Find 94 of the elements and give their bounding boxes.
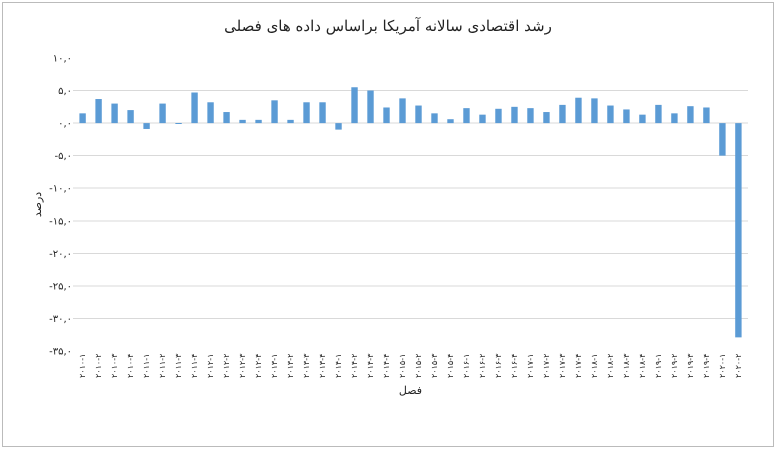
x-tick-label: ۲۰۱۷-۲ bbox=[542, 354, 552, 378]
y-tick-label: -۳۰,۰ bbox=[49, 314, 72, 325]
x-tick-label: ۲۰۱۲-۳ bbox=[238, 352, 248, 378]
x-tick-label: ۲۰۱۲-۱ bbox=[206, 354, 216, 378]
bar bbox=[399, 98, 406, 124]
x-tick-label: ۲۰۱۳-۴ bbox=[318, 354, 328, 378]
bar bbox=[687, 106, 694, 124]
bar bbox=[559, 104, 566, 124]
bar bbox=[607, 106, 614, 124]
x-tick-label: ۲۰۱۲-۴ bbox=[254, 354, 264, 378]
x-tick-label: ۲۰۱۶-۳ bbox=[494, 352, 504, 378]
bar bbox=[319, 102, 326, 124]
x-tick-label: ۲۰۱۴-۳ bbox=[366, 352, 376, 378]
x-tick-label: ۲۰۱۰-۱ bbox=[78, 354, 88, 378]
bar bbox=[623, 109, 630, 124]
bar bbox=[303, 102, 310, 124]
bar bbox=[703, 107, 710, 124]
x-axis-title: فصل bbox=[398, 384, 422, 397]
bar bbox=[639, 114, 646, 124]
bar bbox=[671, 113, 678, 124]
bar bbox=[335, 123, 342, 130]
bar bbox=[463, 108, 470, 124]
bar bbox=[383, 107, 390, 124]
x-tick-label: ۲۰۱۶-۲ bbox=[478, 354, 488, 378]
x-tick-label: ۲۰۱۵-۴ bbox=[446, 354, 456, 378]
x-tick-label: ۲۰۱۴-۲ bbox=[350, 354, 360, 378]
bar bbox=[271, 100, 278, 124]
bar bbox=[447, 119, 454, 124]
x-tick-label: ۲۰۱۰-۳ bbox=[110, 352, 120, 378]
x-tick-label: ۲۰۱۴-۴ bbox=[382, 354, 392, 378]
x-tick-label: ۲۰۱۳-۳ bbox=[302, 352, 312, 378]
bar bbox=[575, 98, 582, 124]
x-tick-label: ۲۰۱۵-۲ bbox=[414, 354, 424, 378]
x-tick-label: ۲۰۱۵-۳ bbox=[430, 352, 440, 378]
x-tick-label: ۲۰۱۶-۱ bbox=[462, 354, 472, 378]
x-tick-label: ۲۰۲۰-۲ bbox=[734, 354, 743, 378]
bar bbox=[223, 112, 230, 124]
bar bbox=[415, 106, 422, 124]
x-tick-label: ۲۰۱۹-۱ bbox=[654, 354, 664, 378]
y-tick-label: -۳۵,۰ bbox=[49, 346, 72, 358]
y-tick-label: -۱۰,۰ bbox=[49, 184, 72, 195]
x-tick-label: ۲۰۱۰-۲ bbox=[94, 354, 104, 378]
y-tick-label: ۰,۰ bbox=[58, 118, 72, 130]
x-tick-label: ۲۰۱۳-۱ bbox=[270, 354, 280, 378]
y-tick-label: -۲۰,۰ bbox=[49, 248, 72, 260]
x-tick-label: ۲۰۱۹-۴ bbox=[702, 354, 712, 378]
bar bbox=[543, 112, 550, 124]
bar bbox=[591, 98, 598, 124]
chart-title: رشد اقتصادی سالانه آمریکا براساس داده های فصلی bbox=[224, 16, 552, 36]
x-tick-label: ۲۰۱۵-۱ bbox=[398, 354, 408, 378]
x-tick-label: ۲۰۱۷-۳ bbox=[558, 352, 568, 378]
bar bbox=[207, 102, 214, 124]
x-tick-label: ۲۰۱۷-۴ bbox=[574, 354, 584, 378]
x-tick-label: ۲۰۱۹-۲ bbox=[670, 354, 680, 378]
y-tick-label: -۱۵,۰ bbox=[49, 216, 72, 228]
x-tick-label: ۲۰۲۰-۱ bbox=[718, 354, 728, 378]
bar bbox=[431, 113, 438, 124]
y-tick-label: ۱۰,۰ bbox=[52, 54, 72, 64]
bar bbox=[351, 87, 358, 124]
x-tick-label: ۲۰۱۱-۳ bbox=[174, 352, 184, 378]
bar bbox=[159, 104, 166, 124]
x-tick-label: ۲۰۱۷-۱ bbox=[526, 354, 536, 378]
x-tick-label: ۲۰۱۱-۱ bbox=[142, 354, 152, 378]
x-tick-label: ۲۰۱۸-۳ bbox=[622, 352, 632, 378]
y-axis-title: درصد bbox=[31, 192, 44, 218]
x-tick-label: ۲۰۱۲-۲ bbox=[222, 354, 232, 378]
x-tick-label: ۲۰۱۱-۲ bbox=[158, 354, 168, 378]
x-tick-label: ۲۰۱۸-۱ bbox=[590, 354, 600, 378]
x-tick-label: ۲۰۱۳-۲ bbox=[286, 354, 296, 378]
y-tick-label: -۲۵,۰ bbox=[49, 281, 72, 292]
y-tick-label: ۵,۰ bbox=[58, 86, 72, 98]
bar bbox=[367, 90, 374, 124]
x-tick-label: ۲۰۱۰-۴ bbox=[126, 354, 136, 378]
bar bbox=[527, 108, 534, 124]
x-tick-label: ۲۰۱۱-۴ bbox=[190, 354, 200, 378]
y-tick-label: -۵,۰ bbox=[54, 151, 72, 162]
bar bbox=[111, 104, 118, 124]
bar bbox=[495, 108, 502, 124]
x-tick-label: ۲۰۱۴-۱ bbox=[334, 354, 344, 378]
bar bbox=[239, 120, 246, 124]
x-tick-label: ۲۰۱۶-۴ bbox=[510, 354, 520, 378]
bar bbox=[127, 110, 134, 124]
bar bbox=[511, 106, 518, 124]
bar bbox=[95, 99, 102, 124]
bar bbox=[143, 123, 150, 129]
bar bbox=[655, 104, 662, 124]
x-tick-label: ۲۰۱۸-۲ bbox=[606, 354, 616, 378]
x-tick-label: ۲۰۱۸-۴ bbox=[638, 354, 648, 378]
bar bbox=[79, 113, 86, 124]
bar bbox=[479, 114, 486, 124]
bar bbox=[191, 92, 198, 124]
bar bbox=[719, 123, 726, 156]
bar bbox=[735, 123, 742, 338]
x-tick-label: ۲۰۱۹-۳ bbox=[686, 352, 696, 378]
